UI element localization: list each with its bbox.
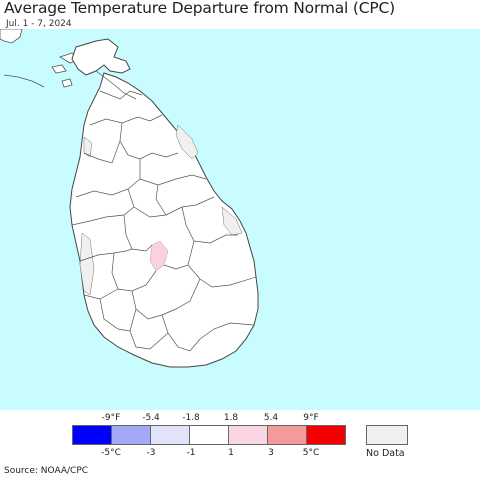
source-credit: Source: NOAA/CPC: [4, 466, 89, 476]
legend-swatch: [150, 425, 190, 445]
legend-color-bar: [72, 425, 346, 445]
no-data-region-nw: [83, 136, 93, 158]
district-boundaries: [71, 70, 257, 352]
legend-f-tick: -9°F: [101, 413, 121, 423]
india-coast: [0, 29, 23, 44]
legend-no-data-label: No Data: [366, 448, 405, 459]
legend-c-tick: -3: [146, 448, 156, 458]
legend-c-tick: 1: [228, 448, 234, 458]
legend-c-tick: -5°C: [101, 448, 121, 458]
legend-swatch: [189, 425, 229, 445]
legend-swatch: [306, 425, 346, 445]
legend-swatch: [267, 425, 307, 445]
adams-bridge: [3, 74, 45, 88]
legend-c-tick: 3: [268, 448, 274, 458]
no-data-region-west: [79, 232, 95, 296]
no-data-region-batticaloa: [221, 206, 243, 236]
legend-fahrenheit-ticks: -9°F -5.4 -1.8 1.8 5.4 9°F: [0, 413, 480, 425]
sri-lanka-map: [0, 29, 480, 410]
map-subtitle: Jul. 1 - 7, 2024: [6, 19, 72, 29]
legend-f-tick: -5.4: [142, 413, 160, 423]
legend-f-tick: 5.4: [263, 413, 279, 423]
legend-swatch: [72, 425, 112, 445]
legend-celsius-ticks: -5°C -3 -1 1 3 5°C: [0, 448, 480, 460]
legend-f-tick: 1.8: [223, 413, 239, 423]
legend-f-tick: -1.8: [182, 413, 200, 423]
no-data-region-east: [175, 124, 199, 160]
legend-swatch: [111, 425, 151, 445]
legend-no-data-swatch: [366, 425, 408, 445]
legend-swatch: [228, 425, 268, 445]
legend-c-tick: 5°C: [302, 448, 320, 458]
map-title: Average Temperature Departure from Norma…: [4, 0, 395, 17]
legend-c-tick: -1: [186, 448, 196, 458]
legend-f-tick: 9°F: [303, 413, 319, 423]
